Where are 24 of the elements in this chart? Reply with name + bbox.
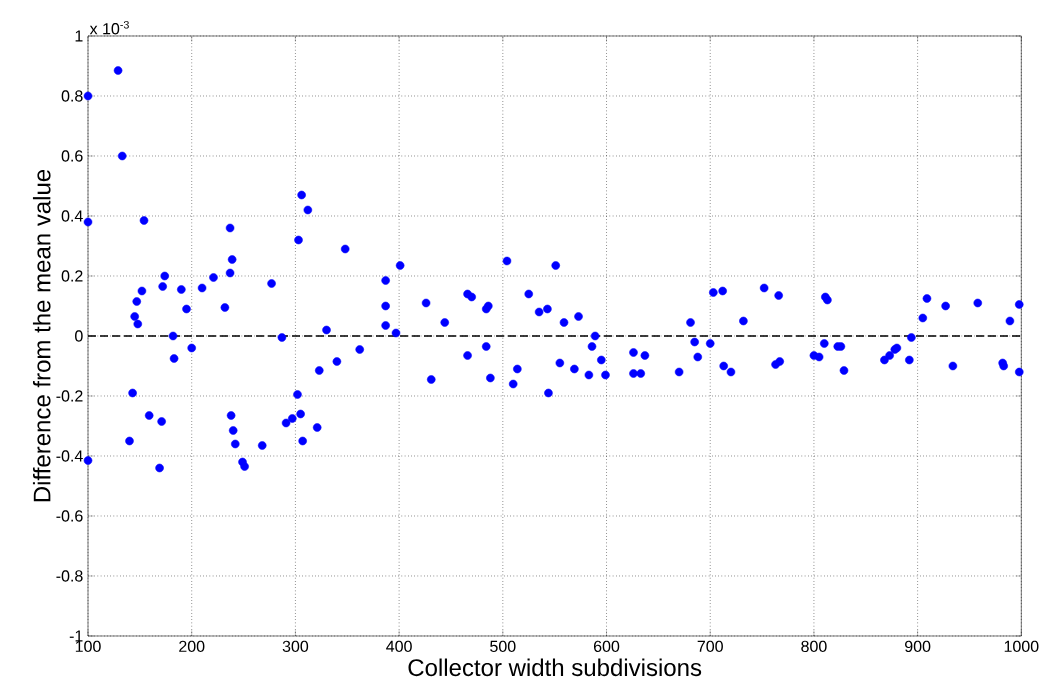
x-tick-label: 100 — [75, 640, 101, 653]
y-tick-label: 0.6 — [61, 150, 83, 162]
y-tick-label: -0.4 — [56, 450, 83, 462]
y-tick-label: 0.4 — [61, 210, 83, 222]
y-tick-label: -0.8 — [56, 570, 83, 582]
x-tick-label: 1000 — [1004, 640, 1039, 653]
x-tick-label: 700 — [697, 640, 723, 653]
y-tick-label: -1 — [69, 630, 83, 642]
y-axis-title: Difference from the mean value — [32, 169, 51, 502]
y-tick-label: 0 — [75, 330, 83, 342]
y-tick-label: 0.8 — [61, 90, 83, 102]
x-tick-label: 600 — [593, 640, 620, 653]
y-tick-label: -0.6 — [56, 510, 83, 522]
x-tick-label: 200 — [179, 640, 205, 653]
x-axis-title: Collector width subdivisions — [408, 658, 702, 677]
x-tick-label: 500 — [490, 640, 516, 653]
y-tick-label: -0.2 — [56, 390, 83, 402]
x-tick-label: 800 — [801, 640, 827, 653]
text: x 10$^{-3}$ — [89, 20, 129, 35]
x-tick-label: 400 — [386, 640, 412, 653]
x-tick-label: 900 — [905, 640, 931, 653]
y-tick-label: 0.2 — [61, 270, 83, 282]
y-tick-label: 1 — [75, 30, 83, 42]
x-tick-label: 300 — [282, 640, 309, 653]
